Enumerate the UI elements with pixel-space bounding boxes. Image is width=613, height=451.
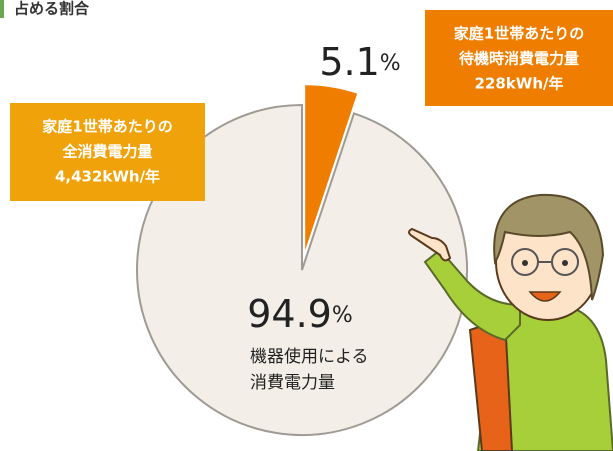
slice-label: 消費電力量	[250, 373, 335, 393]
annotation-text: 家庭1世帯あたりの	[42, 118, 172, 136]
annotation-text: 全消費電力量	[61, 143, 152, 161]
value-label: 94.9%	[247, 292, 353, 336]
annotation-text: 4,432kWh/年	[55, 168, 160, 186]
chart-title: 占める割合	[14, 0, 90, 18]
slice-label: 機器使用による	[250, 346, 369, 367]
value-number: 5.1	[319, 40, 379, 84]
value-unit: %	[332, 303, 353, 328]
annotation-box	[425, 10, 613, 106]
value-number: 94.9	[247, 292, 332, 336]
annotation-text: 待機時消費電力量	[459, 50, 579, 68]
annotation-box	[10, 103, 205, 201]
value-label: 5.1%	[319, 40, 400, 84]
annotation-text: 228kWh/年	[475, 75, 564, 93]
value-unit: %	[380, 51, 401, 76]
pie	[136, 85, 468, 436]
annotation-text: 家庭1世帯あたりの	[454, 25, 584, 43]
title-bar	[0, 0, 4, 18]
character	[408, 193, 613, 451]
pie-slice	[305, 85, 358, 251]
